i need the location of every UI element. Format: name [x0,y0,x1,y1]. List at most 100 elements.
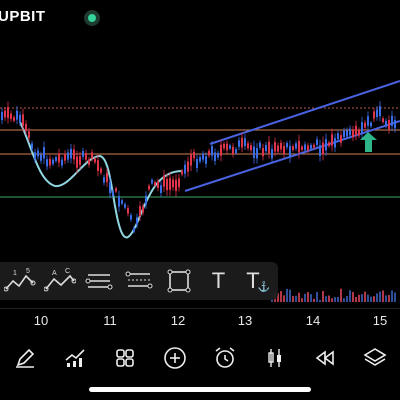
candle-body [49,158,51,166]
candle-body [136,217,138,225]
wave-a-c-tool[interactable]: A C [40,262,80,300]
candle-body [7,107,9,119]
volume-bar [283,295,285,302]
candle-body [193,151,195,159]
candle-body [223,143,225,149]
candle-body [115,188,117,192]
home-indicator[interactable] [89,387,311,392]
candle-body [25,123,27,131]
candle-body [244,138,246,147]
volume-bar [358,294,360,302]
candle-body [322,142,324,155]
candle-body [181,170,183,175]
add-icon [164,347,186,369]
volume-bar [286,288,288,302]
pen-icon [16,348,35,368]
candle-body [19,114,21,123]
volume-bar [289,289,291,302]
volume-bar [295,295,297,302]
fib-lines-icon [125,271,153,289]
candle-body [292,146,294,151]
parallel-channel-tool[interactable] [79,262,119,300]
replay-button[interactable] [305,340,345,376]
volume-bar [337,296,339,302]
candle-body [31,143,33,149]
draw-button[interactable] [5,340,45,376]
layers-button[interactable] [355,340,395,376]
alarm-button[interactable] [205,340,245,376]
candle-body [43,147,45,159]
candle-body [40,154,42,161]
candle-body [61,159,63,166]
candle-body [280,142,282,150]
candle-body [277,145,279,152]
candle-body [382,118,384,123]
volume-bar [307,292,309,302]
green-arrow-icon [360,132,377,152]
candle-icon [268,349,281,367]
volume-bar [322,290,324,302]
candle-body [211,145,213,156]
wave-1-5-tool[interactable]: 1 5 [0,262,40,300]
candle-body [220,144,222,156]
volume-bar [331,298,333,302]
rewind-icon [315,350,334,366]
candle-body [349,128,351,136]
candle-body [343,130,345,137]
rectangle-tool[interactable] [159,262,199,300]
candle-body [268,141,270,154]
candle-body [376,109,378,118]
candles [1,101,396,234]
candle-body [364,122,366,128]
candle-body [112,191,114,196]
candle-body [178,178,180,188]
candle-body [340,135,342,143]
anchor-icon: ⚓ [257,281,271,293]
candle-body [241,137,243,148]
candle-body [160,185,162,194]
candle-body [370,122,372,127]
volume-bar [316,291,318,302]
candle-body [157,181,159,188]
candle-body [73,149,75,160]
candle-body [109,182,111,194]
text-tool[interactable]: T [199,262,239,300]
x-tick-13: 13 [237,313,253,328]
indicators-icon [65,349,85,367]
candle-body [151,179,153,184]
candle-body [319,145,321,157]
chart-type-button[interactable] [255,340,295,376]
volume-bar [313,298,315,302]
candle-body [301,146,303,150]
candle-body [103,177,105,183]
candle-body [208,150,210,156]
candle-body [16,110,18,120]
candle-body [100,168,102,173]
candle-body [163,175,165,187]
layout-button[interactable] [105,340,145,376]
volume-bar [340,288,342,302]
volume-bar [280,291,282,302]
volume-bar [379,291,381,302]
candle-body [289,145,291,158]
candle-body [331,134,333,146]
indicators-button[interactable] [55,340,95,376]
candle-body [346,130,348,137]
volume-bar [304,293,306,302]
volume-bar [361,294,363,302]
candle-body [154,182,156,186]
candle-body [64,153,66,161]
anchored-text-tool[interactable]: T ⚓ [238,262,278,300]
add-button[interactable] [155,340,195,376]
price-chart[interactable] [0,36,400,306]
candle-body [76,156,78,168]
volume-bar [325,296,327,302]
candle-body [307,145,309,151]
candle-body [58,153,60,163]
volume-bar [301,298,303,302]
parallel-channel-icon [85,274,113,290]
fib-lines-tool[interactable] [119,262,159,300]
candle-body [4,110,6,118]
candle-body [232,146,234,154]
volume-bar [298,292,300,302]
